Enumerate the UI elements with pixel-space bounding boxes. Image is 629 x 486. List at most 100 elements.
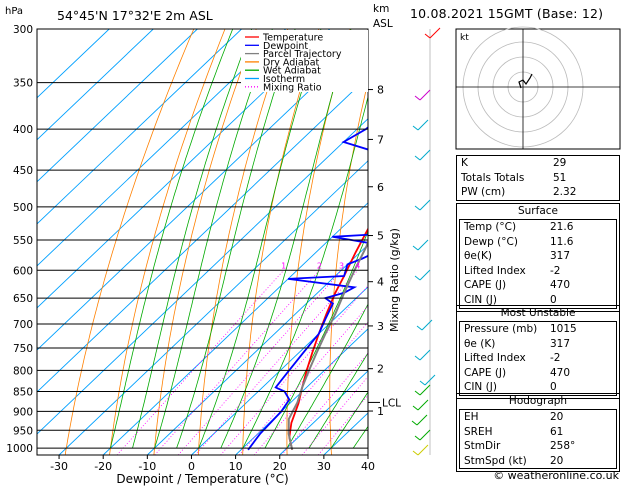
height-km-label: 4 bbox=[377, 276, 384, 289]
surface-label: CAPE (J) bbox=[464, 279, 507, 292]
footer-credit: © weatheronline.co.uk bbox=[493, 469, 619, 482]
height-km-label: 8 bbox=[377, 84, 384, 97]
most-unstable-row: Pressure (mb) 1015 bbox=[460, 322, 616, 337]
wind-barb-flag bbox=[424, 33, 431, 39]
pressure-tick-label: 600 bbox=[13, 265, 33, 277]
wind-barb-flag bbox=[412, 125, 419, 131]
isotherm-line bbox=[37, 76, 368, 393]
hodograph-row: SREH 61 bbox=[460, 425, 616, 440]
wet-adiabat-line bbox=[110, 29, 234, 449]
wind-barb bbox=[419, 89, 431, 101]
wet-adiabat-line bbox=[308, 352, 368, 449]
legend-box bbox=[241, 30, 368, 92]
most-unstable-table: Most Unstable Pressure (mb) 1015 θe (K) 317… bbox=[456, 305, 620, 399]
index-label: K bbox=[461, 157, 468, 169]
wind-barb-flag bbox=[412, 405, 419, 411]
isotherm-line bbox=[37, 29, 331, 309]
wind-barb-flag bbox=[414, 205, 421, 211]
isotherm-line bbox=[37, 29, 154, 141]
isotherm-line bbox=[58, 160, 368, 455]
wind-barb bbox=[419, 349, 431, 361]
index-row: Totals Totals 51 bbox=[457, 171, 619, 186]
wind-barb-flag bbox=[412, 245, 419, 251]
surface-value: 317 bbox=[550, 250, 571, 263]
most-unstable-value: 0 bbox=[550, 381, 557, 394]
mixing-ratio-label: 1 bbox=[281, 261, 286, 270]
wind-barb bbox=[424, 374, 436, 386]
hodograph-row: StmSpd (kt) 20 bbox=[460, 454, 616, 469]
hodograph-value: 20 bbox=[550, 454, 564, 467]
wind-barb-flag bbox=[414, 95, 421, 101]
index-value: 51 bbox=[553, 171, 567, 184]
isotherm-line bbox=[37, 29, 287, 267]
isotherm-line bbox=[279, 370, 368, 455]
parcel-trajectory-line bbox=[287, 239, 368, 451]
surface-table: Surface Temp (°C) 21.6 Dewp (°C) 11.6 θe(K) 3… bbox=[456, 203, 620, 312]
most-unstable-row: θe (K) 317 bbox=[460, 337, 616, 352]
mixing-ratio-label: 3 bbox=[339, 261, 344, 270]
wind-barb-flag bbox=[412, 450, 419, 456]
legend-entry: Dewpoint bbox=[263, 41, 308, 52]
wind-barb bbox=[417, 119, 429, 131]
pressure-tick-label: 900 bbox=[13, 406, 33, 418]
wind-barb-flag bbox=[414, 390, 421, 396]
wind-barb bbox=[417, 239, 429, 251]
wind-barb bbox=[419, 149, 431, 161]
most-unstable-row: Lifted Index -2 bbox=[460, 351, 616, 366]
surface-row: θe(K) 317 bbox=[460, 249, 616, 264]
wet-adiabat-line bbox=[330, 391, 368, 449]
wind-barb-flag bbox=[414, 155, 421, 161]
surface-row: CIN (J) 0 bbox=[460, 293, 616, 308]
height-ref-label: ASL bbox=[373, 18, 393, 30]
mixing-ratio-line bbox=[281, 352, 368, 455]
hodograph-value: 61 bbox=[550, 425, 564, 438]
pressure-tick-label: 300 bbox=[13, 24, 33, 36]
most-unstable-value: -2 bbox=[550, 352, 561, 365]
wind-barb bbox=[421, 319, 433, 331]
index-value: 29 bbox=[553, 157, 567, 169]
index-label: Totals Totals bbox=[461, 171, 525, 184]
surface-value: 21.6 bbox=[550, 221, 574, 233]
legend-entry: Isotherm bbox=[263, 74, 305, 85]
hodograph-row: EH 20 bbox=[460, 410, 616, 425]
surface-row: CAPE (J) 470 bbox=[460, 278, 616, 293]
wind-barb-flag bbox=[414, 355, 421, 361]
mixing-ratio-line bbox=[177, 270, 342, 455]
legend-entry: Mixing Ratio bbox=[263, 82, 322, 93]
mixing-ratio-axis-label: Mixing Ratio (g/kg) bbox=[388, 228, 401, 332]
most-unstable-label: CIN (J) bbox=[464, 381, 497, 394]
hodograph-label: SREH bbox=[464, 425, 493, 438]
legend-entry: Wet Adiabat bbox=[263, 66, 321, 77]
index-label: PW (cm) bbox=[461, 186, 506, 199]
most-unstable-label: θe (K) bbox=[464, 337, 496, 350]
most-unstable-label: Lifted Index bbox=[464, 352, 526, 365]
height-km-label: 5 bbox=[377, 230, 384, 243]
surface-value: 11.6 bbox=[550, 235, 574, 248]
pressure-tick-label: 750 bbox=[13, 343, 33, 355]
wind-barb bbox=[429, 27, 441, 39]
pressure-tick-label: 700 bbox=[13, 319, 33, 331]
wind-barb-flag bbox=[419, 380, 426, 386]
surface-value: 470 bbox=[550, 279, 571, 292]
wind-barb bbox=[419, 384, 431, 396]
hodograph-kt-label: kt bbox=[460, 33, 469, 43]
wind-barb bbox=[419, 429, 431, 441]
wet-adiabat-line bbox=[286, 303, 368, 449]
hodograph-label: EH bbox=[464, 411, 479, 423]
wind-barb-flag bbox=[416, 325, 423, 331]
indices-table: K 29 Totals Totals 51 PW (cm) 2.32 bbox=[456, 155, 620, 201]
temperature-line bbox=[288, 227, 368, 451]
x-tick-label: -30 bbox=[50, 460, 68, 473]
wind-barb bbox=[417, 444, 429, 456]
location-title: 54°45'N 17°32'E 2m ASL bbox=[57, 8, 213, 23]
most-unstable-row: CIN (J) 0 bbox=[460, 380, 616, 395]
index-row: K 29 bbox=[457, 156, 619, 171]
x-tick-label: -20 bbox=[94, 460, 112, 473]
legend-entry: Parcel Trajectory bbox=[263, 49, 342, 60]
pressure-tick-label: 800 bbox=[13, 365, 33, 377]
pressure-tick-label: 550 bbox=[13, 235, 33, 247]
datetime-label: 10.08.2021 15GMT (Base: 12) bbox=[410, 6, 604, 21]
mixing-ratio-label: 4 bbox=[355, 261, 360, 270]
isotherm-line bbox=[37, 29, 198, 183]
mixing-ratio-line bbox=[253, 321, 368, 455]
